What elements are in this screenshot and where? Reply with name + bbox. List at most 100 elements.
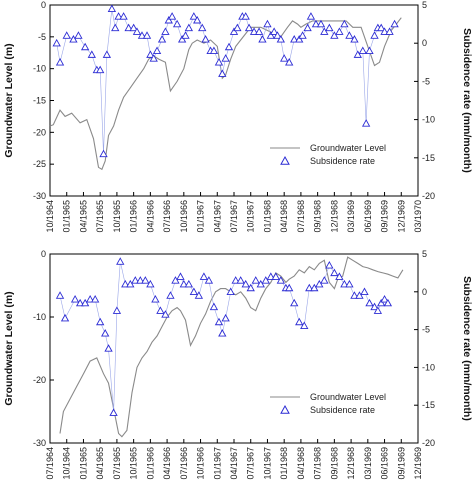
subsidence-rate-point <box>335 27 344 35</box>
subsidence-rate-point <box>157 35 167 43</box>
subsidence-rate-point <box>177 35 187 43</box>
x-tick-label: 09/1969 <box>396 447 406 480</box>
right-axis-label: Subsidence rate (mm/month) <box>461 28 473 173</box>
left-tick-label: -10 <box>33 312 46 322</box>
x-tick-label: 07/1967 <box>246 447 256 480</box>
subsidence-rate-point <box>335 272 344 280</box>
right-axis-label: Subsidence rate (mm/month) <box>461 276 473 421</box>
subsidence-rate-point <box>266 272 275 280</box>
right-tick-label: -15 <box>422 153 435 163</box>
subsidence-rate-point <box>166 291 175 299</box>
subsidence-rate-point <box>194 291 204 299</box>
x-tick-label: 01/1966 <box>145 447 155 480</box>
subsidence-rate-point <box>70 295 80 303</box>
subsidence-rate-point <box>60 313 70 322</box>
subsidence-rate-point <box>171 276 180 284</box>
subsidence-rate-point <box>244 23 254 32</box>
subsidence-rate-point <box>221 313 230 322</box>
subsidence-rate-point <box>181 31 190 39</box>
subsidence-rate-point <box>101 329 110 337</box>
subsidence-rate-point <box>305 283 314 292</box>
subsidence-rate-point <box>263 19 272 28</box>
x-tick-label: 04/1966 <box>162 447 172 480</box>
right-tick-label: -20 <box>422 438 435 448</box>
subsidence-rate-point <box>85 295 95 303</box>
subsidence-rate-point <box>141 276 150 284</box>
subsidence-rate-point <box>295 317 304 326</box>
x-tick-label: 04/1967 <box>229 447 239 480</box>
subsidence-rate-point <box>96 317 105 326</box>
left-tick-label: -5 <box>38 32 46 42</box>
subsidence-rate-point <box>256 279 265 288</box>
x-tick-label: 07/1968 <box>296 200 306 233</box>
subsidence-rate-point <box>315 279 324 288</box>
subsidence-rate-point <box>340 19 349 28</box>
x-tick-label: 03/1969 <box>363 447 373 480</box>
subsidence-rate-point <box>295 35 304 43</box>
subsidence-rate-point <box>233 23 242 32</box>
subsidence-rate-point <box>251 276 260 284</box>
legend-subsidence-label: Subsidence rate <box>310 156 375 166</box>
x-tick-label: 10/1965 <box>129 447 139 480</box>
subsidence-rate-point <box>74 31 83 39</box>
subsidence-rate-point <box>311 19 321 28</box>
legend: Groundwater Level Subsidence rate <box>270 392 386 415</box>
right-tick-label: -20 <box>422 191 435 201</box>
x-tick-label: 07/1968 <box>313 447 323 480</box>
subsidence-rate-point <box>285 57 294 66</box>
subsidence-rate-point <box>107 4 117 12</box>
subsidence-rate-point <box>146 50 155 58</box>
subsidence-rate-point <box>249 27 259 35</box>
x-tick-label: 09/1968 <box>329 447 339 480</box>
subsidence-rate-point <box>109 408 118 416</box>
x-tick-label: 06/1969 <box>380 447 390 480</box>
subsidence-rate-point <box>266 31 275 39</box>
subsidence-rate-point <box>330 31 339 39</box>
subsidence-rate-point <box>152 46 162 55</box>
subsidence-rate-point <box>258 35 267 43</box>
subsidence-rate-point <box>142 31 152 39</box>
subsidence-rate-point <box>298 31 307 39</box>
subsidence-rate-point <box>380 27 389 35</box>
subsidence-rate-point <box>121 279 130 288</box>
x-tick-label: 12/1969 <box>396 200 406 233</box>
subsidence-rate-point <box>361 119 371 127</box>
subsidence-rate-point <box>273 31 282 39</box>
x-tick-label: 07/1964 <box>45 447 55 480</box>
subsidence-rate-point <box>360 287 369 295</box>
subsidence-rate-point <box>269 27 279 35</box>
subsidence-rate-point <box>350 35 359 43</box>
subsidence-rate-point <box>104 344 113 352</box>
left-tick-label: -25 <box>33 159 46 169</box>
x-tick-label: 10/1967 <box>246 200 256 233</box>
subsidence-rate-point <box>161 310 170 318</box>
x-tick-label: 10/1966 <box>179 200 189 233</box>
right-tick-label: 5 <box>422 0 427 10</box>
subsidence-rate-point <box>146 279 155 288</box>
legend-groundwater-label: Groundwater Level <box>310 143 386 153</box>
subsidence-rate-point <box>201 35 210 43</box>
left-tick-label: -20 <box>33 127 46 137</box>
x-tick-label: 01/1966 <box>129 200 139 233</box>
subsidence-rate-point <box>124 23 133 32</box>
subsidence-rate-point <box>261 276 270 284</box>
subsidence-rate-point <box>306 12 316 20</box>
x-tick-label: 09/1968 <box>313 200 323 233</box>
subsidence-rate-point <box>229 27 239 35</box>
legend-subsidence-swatch <box>280 404 290 414</box>
subsidence-rate-point <box>310 283 319 292</box>
subsidence-rate-point <box>365 46 374 55</box>
subsidence-rate-point <box>62 31 71 39</box>
subsidence-rate-point <box>340 279 349 288</box>
subsidence-rate-point <box>90 295 100 303</box>
subsidence-rate-point <box>355 291 364 299</box>
left-axis-label: Groundwater Level (m) <box>3 43 15 157</box>
subsidence-rate-point <box>231 276 240 284</box>
subsidence-rate-point <box>320 27 329 35</box>
subsidence-rate-point <box>189 287 199 295</box>
subsidence-rate-point <box>390 19 399 28</box>
subsidence-rate-point <box>290 298 299 307</box>
legend-groundwater-label: Groundwater Level <box>310 392 386 402</box>
subsidence-rate-point <box>156 306 165 314</box>
x-tick-label: 06/1969 <box>363 200 373 233</box>
